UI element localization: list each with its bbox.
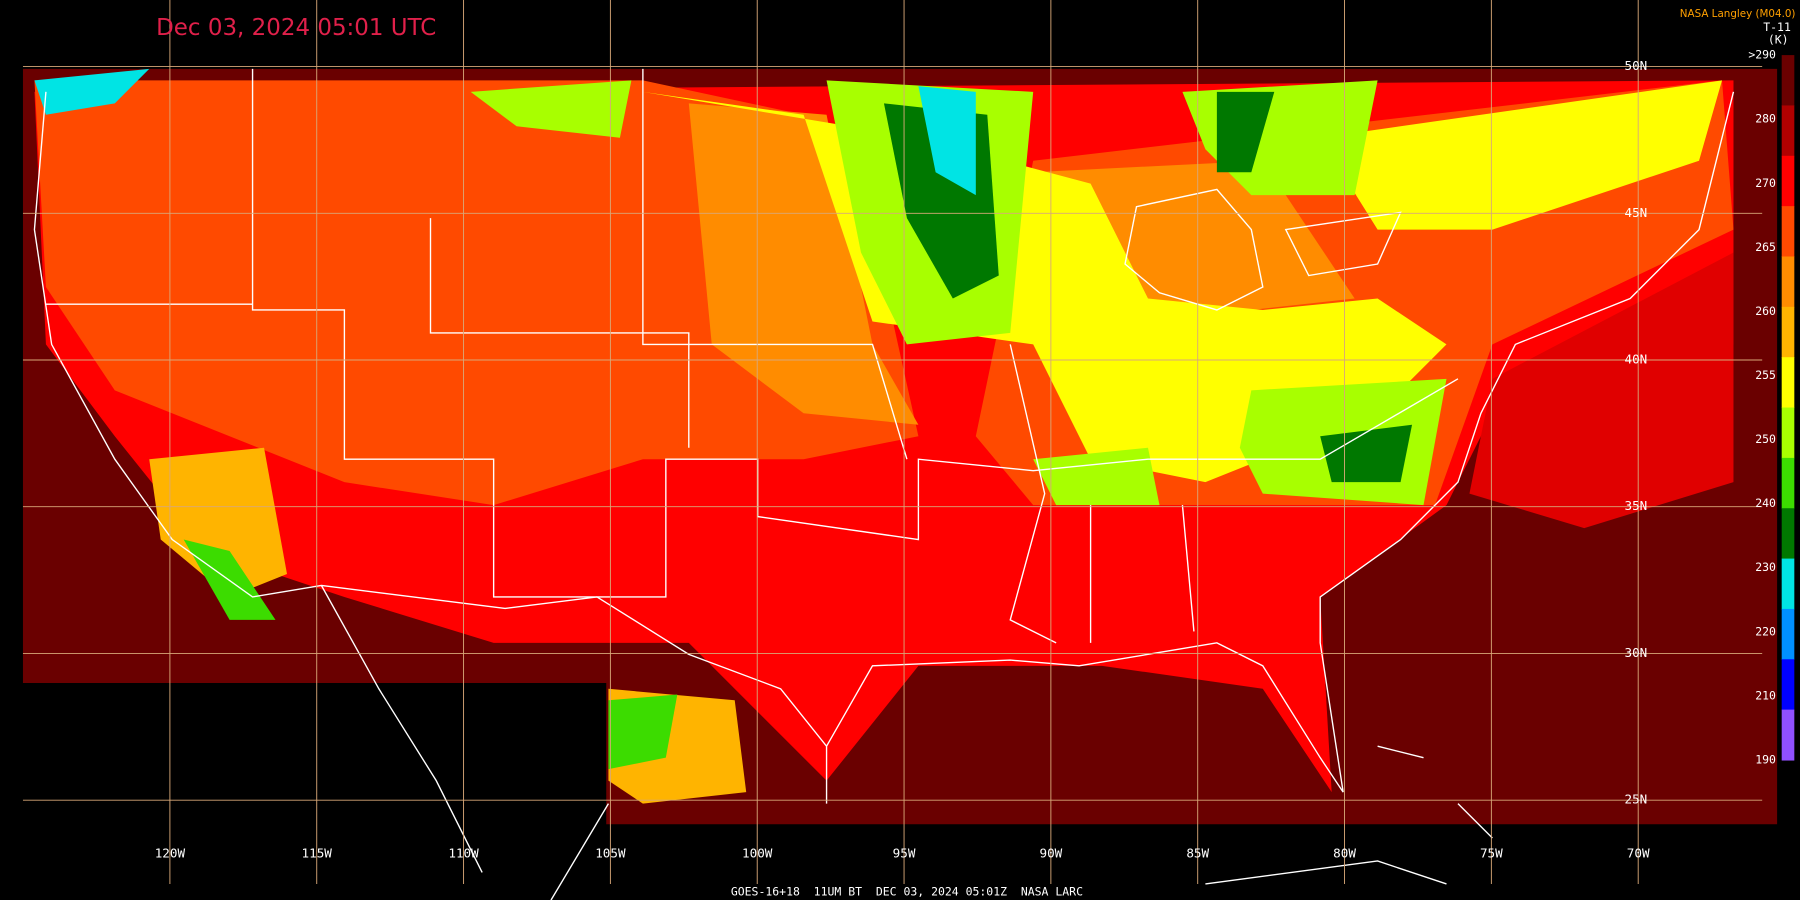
legend-swatch xyxy=(1781,709,1795,761)
legend-label: 255 xyxy=(1755,368,1776,382)
product: T-11 xyxy=(1763,20,1791,34)
longitude-label: 95W xyxy=(893,846,916,861)
legend-swatch xyxy=(1781,608,1795,660)
legend-label: 280 xyxy=(1755,112,1776,126)
latitude-label: 40N xyxy=(1625,352,1648,367)
longitude-label: 100W xyxy=(742,846,773,861)
legend-label: 220 xyxy=(1755,624,1776,638)
legend-swatch xyxy=(1781,256,1795,308)
legend-label: 250 xyxy=(1755,432,1776,446)
longitude-label: 80W xyxy=(1333,846,1356,861)
coastlines xyxy=(33,68,1735,900)
credit: NASA Langley (M04.0) xyxy=(1680,8,1796,20)
longitude-label: 110W xyxy=(448,846,479,861)
legend-label: 230 xyxy=(1755,560,1776,574)
legend-swatch xyxy=(1781,508,1795,560)
legend-label: >290 xyxy=(1748,48,1776,62)
longitude-label: 75W xyxy=(1480,846,1503,861)
legend-swatch xyxy=(1781,407,1795,459)
unit: (K) xyxy=(1768,33,1789,47)
map-frame: 120W 115W 110W 105W 100W 95W 90W 85W 80W 75W 70W 50… xyxy=(22,0,1796,900)
footer: GOES-16+18 11UM BT DEC 03, 2024 05:01Z N… xyxy=(731,884,1083,898)
legend-label: 265 xyxy=(1755,240,1776,254)
latitude-label: 50N xyxy=(1625,58,1648,73)
longitude-label: 115W xyxy=(302,846,333,861)
graticule: 120W 115W 110W 105W 100W 95W 90W 85W 80W 75W 70W 50… xyxy=(22,0,1763,884)
legend-swatch xyxy=(1781,55,1795,107)
longitude-label: 70W xyxy=(1627,846,1650,861)
title: Dec 03, 2024 05:01 UTC xyxy=(156,15,436,41)
latitude-label: 25N xyxy=(1625,792,1648,807)
legend-swatch xyxy=(1781,558,1795,610)
legend-swatch xyxy=(1781,155,1795,207)
longitude-label: 85W xyxy=(1186,846,1209,861)
legend-swatch xyxy=(1781,457,1795,509)
longitude-label: 120W xyxy=(155,846,186,861)
legend-label: 270 xyxy=(1755,176,1776,190)
latitude-label: 30N xyxy=(1625,645,1648,660)
imagery xyxy=(22,68,1778,900)
legend-label: 240 xyxy=(1755,496,1776,510)
longitude-label: 90W xyxy=(1039,846,1062,861)
latitude-label: 45N xyxy=(1625,205,1648,220)
color-legend: >290 280 270 265 260 255 250 240 230 220 210 190 xyxy=(1748,48,1795,766)
legend-swatch xyxy=(1781,105,1795,157)
legend-swatch xyxy=(1781,659,1795,711)
legend-label: 190 xyxy=(1755,752,1776,766)
longitude-label: 105W xyxy=(595,846,626,861)
legend-swatch xyxy=(1781,357,1795,409)
legend-swatch xyxy=(1781,206,1795,258)
latitude-label: 35N xyxy=(1625,498,1648,513)
legend-swatch xyxy=(1781,306,1795,358)
legend-label: 260 xyxy=(1755,304,1776,318)
legend-label: 210 xyxy=(1755,688,1776,702)
